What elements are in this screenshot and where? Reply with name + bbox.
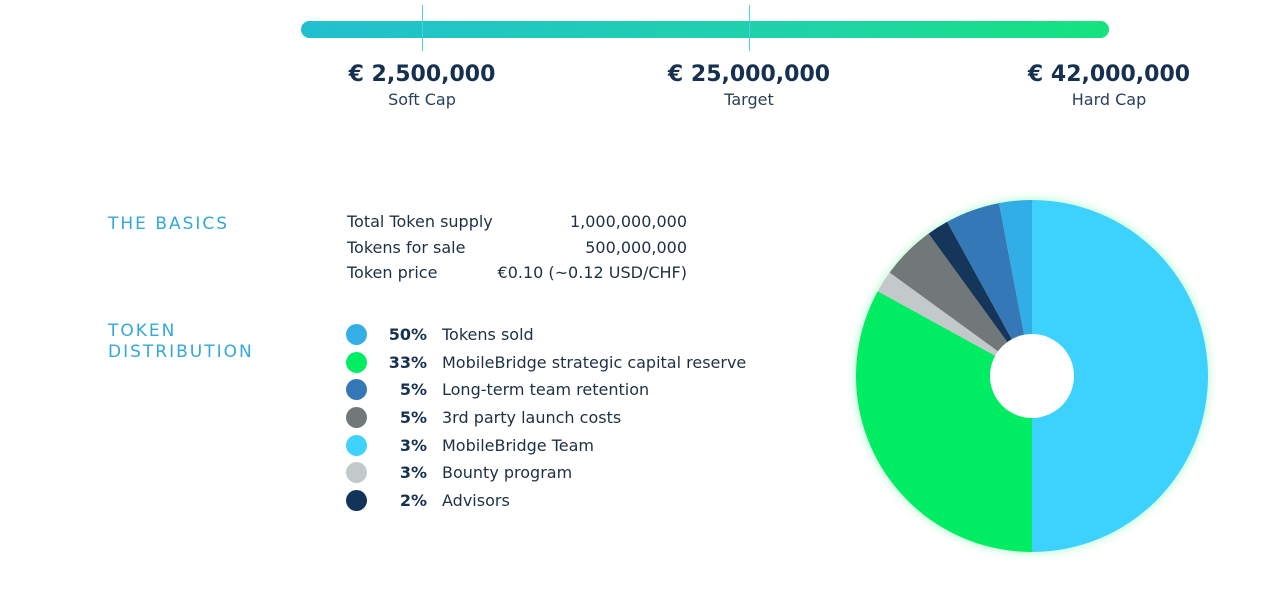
distribution-heading: TOKEN DISTRIBUTION: [108, 321, 254, 363]
target-amount: € 25,000,000: [667, 62, 831, 87]
distribution-heading-line1: TOKEN: [108, 321, 177, 341]
hard-cap: € 42,000,000 Hard Cap: [989, 62, 1229, 112]
legend-percent: 3%: [399, 463, 427, 483]
basics-row-tokens-for-sale: Tokens for sale 500,000,000: [347, 235, 687, 261]
basics-heading: THE BASICS: [108, 214, 230, 234]
soft-cap: € 2,500,000 Soft Cap: [302, 62, 542, 112]
legend-percent: 33%: [388, 352, 427, 372]
basics-table: Total Token supply 1,000,000,000 Tokens …: [347, 209, 687, 286]
pie-slice: [928, 221, 1032, 376]
legend-dot: [346, 462, 367, 484]
legend-dot: [346, 434, 367, 456]
legend-item: 2% Advisors: [346, 487, 746, 515]
pie-slice: [889, 233, 1032, 376]
target-marker: [749, 5, 750, 51]
distribution-pie-chart: [856, 200, 1208, 552]
funding-progress-bar: [301, 21, 1109, 38]
soft-cap-marker: [422, 5, 423, 51]
basics-row-total-supply: Total Token supply 1,000,000,000: [347, 209, 687, 235]
pie-slice: [947, 203, 1032, 376]
legend-label: Long-term team retention: [442, 380, 650, 400]
legend-item: 50% Tokens sold: [346, 321, 746, 349]
pie-slice: [999, 200, 1032, 376]
legend-label: MobileBridge strategic capital reserve: [442, 352, 747, 372]
target-label: Target: [724, 90, 774, 109]
legend-percent: 3%: [399, 435, 427, 455]
target-cap: € 25,000,000 Target: [629, 62, 869, 112]
soft-cap-label: Soft Cap: [388, 90, 456, 109]
legend-dot: [346, 407, 367, 429]
pie-slice: [877, 272, 1032, 376]
legend-dot: [346, 489, 367, 511]
distribution-heading-line2: DISTRIBUTION: [108, 342, 254, 362]
pie-slice: [856, 291, 1032, 552]
basics-value: €0.10 (~0.12 USD/CHF): [497, 263, 687, 282]
legend-item: 33% MobileBridge strategic capital reserv…: [346, 349, 746, 377]
legend-percent: 5%: [399, 408, 427, 428]
basics-row-token-price: Token price €0.10 (~0.12 USD/CHF): [347, 260, 687, 286]
basics-value: 500,000,000: [585, 237, 687, 257]
legend-percent: 50%: [388, 325, 427, 345]
legend-label: Bounty program: [442, 463, 573, 483]
legend-item: 3% MobileBridge Team: [346, 431, 746, 459]
legend-dot: [346, 379, 367, 401]
legend-item: 3% Bounty program: [346, 459, 746, 487]
hard-cap-amount: € 42,000,000: [1027, 62, 1191, 87]
pie-slice: [1032, 200, 1208, 552]
legend-label: Advisors: [442, 490, 510, 510]
legend-label: 3rd party launch costs: [442, 408, 622, 428]
pie-center-hole: [990, 334, 1074, 418]
legend-dot: [346, 324, 367, 346]
soft-cap-amount: € 2,500,000: [348, 62, 496, 87]
legend-item: 5% Long-term team retention: [346, 376, 746, 404]
legend-label: Tokens sold: [442, 325, 534, 345]
legend-dot: [346, 351, 367, 373]
hard-cap-label: Hard Cap: [1071, 90, 1147, 109]
legend-item: 5% 3rd party launch costs: [346, 404, 746, 432]
basics-label: Tokens for sale: [347, 237, 466, 257]
distribution-legend: 50% Tokens sold 33% MobileBridge strategic …: [346, 321, 746, 514]
legend-percent: 2%: [399, 490, 427, 510]
basics-label: Token price: [347, 263, 438, 282]
legend-percent: 5%: [399, 380, 427, 400]
basics-value: 1,000,000,000: [569, 212, 687, 231]
legend-label: MobileBridge Team: [442, 435, 595, 455]
basics-label: Total Token supply: [347, 212, 493, 231]
